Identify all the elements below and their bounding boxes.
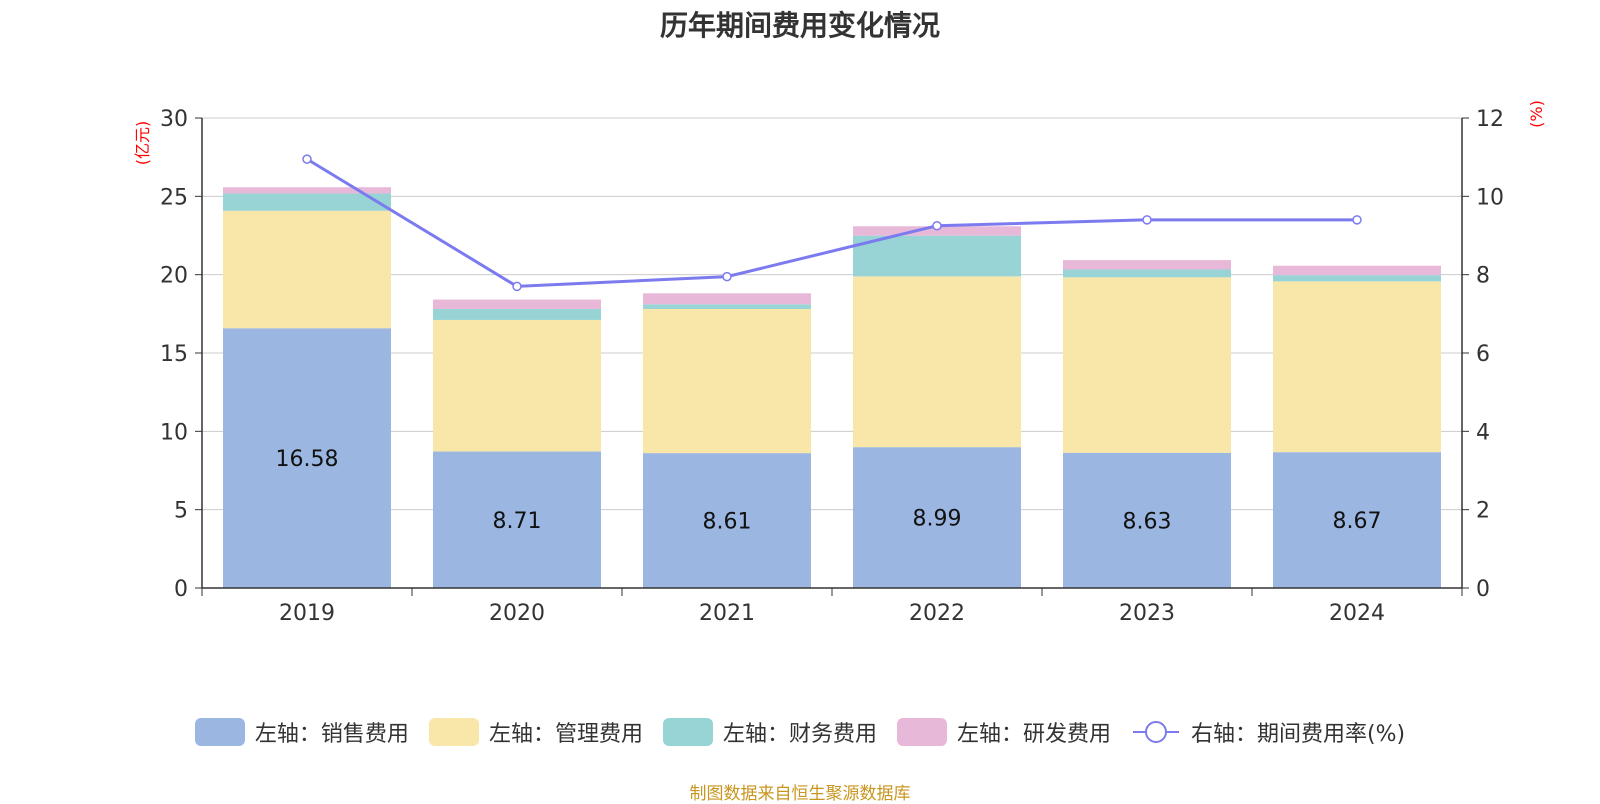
bar-rnd-2021 <box>643 293 811 305</box>
legend-swatch-admin <box>428 718 479 746</box>
right-tick-label: 4 <box>1476 420 1490 445</box>
right-tick-label: 12 <box>1476 107 1504 132</box>
x-tick-label: 2023 <box>1119 601 1175 626</box>
legend-line-circle-icon <box>1132 721 1179 743</box>
rate-point-2019 <box>302 154 312 164</box>
right-tick-label: 0 <box>1476 577 1490 602</box>
rate-line <box>302 154 1362 292</box>
bar-admin-2021 <box>643 308 811 454</box>
legend-item-admin[interactable]: 左轴：管理费用 <box>428 716 643 748</box>
legend-swatch-sales <box>194 718 245 746</box>
bar-sales-2023 <box>1063 452 1231 588</box>
left-tick-label: 30 <box>160 107 188 132</box>
bar-rnd-2023 <box>1063 260 1231 270</box>
left-tick-label: 15 <box>160 342 188 367</box>
grid-lines <box>202 117 1462 511</box>
axes: 0 5 10 15 20 25 30 0 2 4 6 8 10 12 2019 2020 2021 2022 202… <box>133 100 1546 626</box>
bar-admin-2020 <box>433 319 601 452</box>
legend: 左轴：销售费用 左轴：管理费用 左轴：财务费用 左轴：研发费用 右轴：期间费用率… <box>0 716 1600 748</box>
left-tick-label: 0 <box>174 577 188 602</box>
legend-swatch-finance <box>662 718 713 746</box>
bar-label-2022: 8.99 <box>913 507 962 532</box>
right-tick-label: 2 <box>1476 499 1490 524</box>
legend-label-rate: 右轴：期间费用率(%) <box>1190 722 1406 747</box>
bar-finance-2022 <box>853 235 1021 277</box>
bar-sales-2021 <box>643 453 811 588</box>
rate-point-2021 <box>722 271 732 282</box>
bar-rnd-2022 <box>853 226 1021 236</box>
bars <box>223 187 1441 588</box>
bar-label-2023: 8.63 <box>1123 509 1172 534</box>
bar-finance-2020 <box>433 308 601 320</box>
legend-item-rate[interactable]: 右轴：期间费用率(%) <box>1131 716 1405 748</box>
bar-admin-2022 <box>853 276 1021 448</box>
bar-rnd-2019 <box>223 187 391 194</box>
y-left-unit-label: (亿元) <box>133 121 152 166</box>
right-tick-label: 6 <box>1476 342 1490 367</box>
left-tick-label: 5 <box>174 499 188 524</box>
bar-sales-2020 <box>433 451 601 588</box>
rate-point-2024 <box>1352 215 1362 225</box>
left-tick-label: 25 <box>160 185 188 210</box>
x-tick-label: 2022 <box>909 601 965 626</box>
legend-label-rnd: 左轴：研发费用 <box>956 722 1111 747</box>
legend-label-admin: 左轴：管理费用 <box>488 722 643 747</box>
bar-finance-2021 <box>643 304 811 309</box>
rate-point-2023 <box>1142 215 1152 225</box>
y-right-unit-label: (%) <box>1527 100 1546 128</box>
legend-label-sales: 左轴：销售费用 <box>254 722 409 747</box>
legend-item-finance[interactable]: 左轴：财务费用 <box>662 716 877 748</box>
chart-title: 历年期间费用变化情况 <box>659 9 940 42</box>
bar-label-2021: 8.61 <box>703 510 752 535</box>
right-tick-label: 10 <box>1476 185 1504 210</box>
left-tick-label: 10 <box>160 420 188 445</box>
legend-label-finance: 左轴：财务费用 <box>722 722 877 747</box>
left-tick-label: 20 <box>160 264 188 289</box>
bar-sales-2022 <box>853 447 1021 588</box>
bar-rnd-2020 <box>433 299 601 309</box>
rate-point-2020 <box>512 281 522 292</box>
legend-item-sales[interactable]: 左轴：销售费用 <box>194 716 409 748</box>
x-tick-label: 2019 <box>279 601 335 626</box>
right-tick-label: 8 <box>1476 264 1490 289</box>
bar-finance-2019 <box>223 193 391 211</box>
bar-sales-2024 <box>1273 452 1441 588</box>
rate-point-2022 <box>932 220 942 231</box>
bar-rnd-2024 <box>1273 265 1441 276</box>
data-labels: 16.58 8.71 8.61 8.99 8.63 8.67 <box>276 447 1382 534</box>
legend-item-rnd[interactable]: 左轴：研发费用 <box>896 716 1111 748</box>
bar-label-2020: 8.71 <box>493 509 542 534</box>
data-source-note: 制图数据来自恒生聚源数据库 <box>689 784 911 804</box>
rate-line-path <box>306 157 1357 288</box>
bar-sales-2019 <box>223 328 391 588</box>
bar-label-2024: 8.67 <box>1333 509 1382 534</box>
bar-admin-2019 <box>223 210 391 329</box>
bar-finance-2023 <box>1063 269 1231 278</box>
x-tick-label: 2021 <box>699 601 755 626</box>
x-tick-label: 2020 <box>489 601 545 626</box>
bar-admin-2024 <box>1273 281 1441 453</box>
x-tick-label: 2024 <box>1329 601 1385 626</box>
bar-admin-2023 <box>1063 277 1231 453</box>
bar-finance-2024 <box>1273 275 1441 282</box>
legend-swatch-rnd <box>896 718 947 746</box>
bar-label-2019: 16.58 <box>276 447 339 472</box>
